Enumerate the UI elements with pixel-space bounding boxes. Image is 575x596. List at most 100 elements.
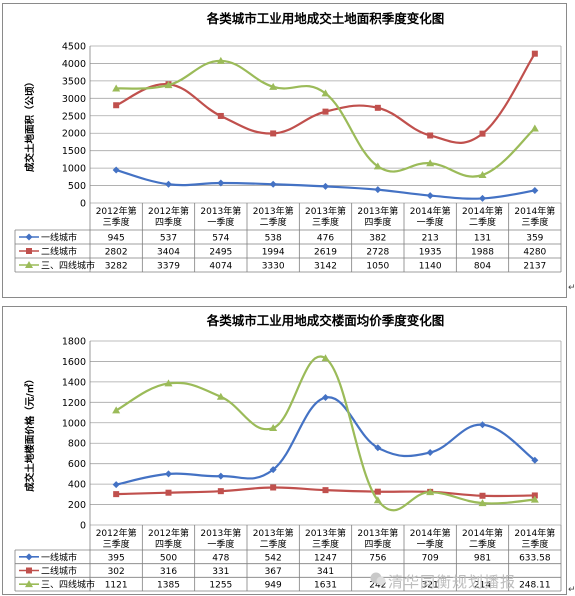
- data-point: [531, 492, 538, 499]
- table-value: 3404: [157, 248, 180, 258]
- table-value: 945: [108, 234, 125, 244]
- category-label: 2013年第: [200, 205, 241, 217]
- table-value: 2619: [314, 248, 337, 258]
- category-label: 2014年第: [410, 527, 451, 539]
- price-chart-panel: 各类城市工业用地成交楼面均价季度变化图 成交土地楼面价格（元/㎡） 0 200 400 6…: [2, 306, 567, 595]
- data-point: [531, 50, 538, 57]
- data-point: [217, 472, 225, 480]
- table-value: 1385: [157, 581, 180, 591]
- table-value: 213: [422, 234, 439, 244]
- table-value: 1935: [419, 248, 442, 258]
- data-point: [165, 489, 172, 496]
- category-label: 2014年第: [514, 527, 555, 539]
- table-value: 500: [160, 553, 177, 563]
- y-axis-label: 成交土地楼面价格（元/㎡）: [24, 374, 36, 491]
- legend-key-marker: [25, 261, 33, 268]
- category-label: 2013年第: [357, 205, 398, 217]
- data-point: [164, 379, 173, 387]
- table-value: 574: [212, 234, 229, 244]
- data-point: [479, 492, 486, 499]
- category-label: 四季度: [155, 216, 182, 228]
- table-value: 1121: [105, 581, 128, 591]
- data-point: [322, 182, 329, 190]
- data-point: [217, 179, 225, 187]
- data-point: [216, 56, 225, 64]
- table-value: 2495: [209, 248, 232, 258]
- data-point: [530, 495, 539, 503]
- data-point: [322, 108, 329, 115]
- category-label: 2014年第: [410, 205, 451, 217]
- table-value: 3282: [105, 262, 128, 272]
- data-point: [112, 84, 121, 92]
- table-value: 478: [212, 553, 229, 563]
- data-point: [373, 496, 382, 504]
- y-tick-label: 1500: [62, 146, 86, 157]
- anchor-mark-2: ↵: [568, 585, 575, 595]
- y-tick-label: 1800: [62, 337, 86, 348]
- legend-key-marker: [26, 567, 32, 574]
- table-value: 2802: [105, 248, 128, 258]
- category-label: 三季度: [312, 538, 339, 550]
- data-point: [374, 488, 381, 495]
- category-label: 2012年第: [148, 205, 189, 217]
- table-value: 542: [265, 553, 282, 563]
- data-point: [374, 186, 382, 194]
- category-label: 2014年第: [462, 527, 503, 539]
- category-label: 三季度: [103, 216, 130, 228]
- category-label: 2013年第: [253, 527, 294, 539]
- table-value: 476: [317, 234, 334, 244]
- area-chart-panel: 各类城市工业用地成交土地面积季度变化图 成交土地面积（公顷） 0 500 1000 150…: [2, 3, 567, 298]
- data-point: [479, 194, 486, 202]
- table-value: 1988: [471, 248, 494, 258]
- data-point: [269, 82, 278, 90]
- y-tick-label: 0: [80, 199, 86, 210]
- table-value: 633.58: [519, 553, 551, 563]
- data-point: [270, 130, 277, 137]
- y-tick-label: 3500: [62, 76, 86, 87]
- data-point: [217, 112, 224, 119]
- table-value: 2728: [366, 248, 389, 258]
- category-label: 2012年第: [96, 527, 137, 539]
- category-label: 四季度: [155, 538, 182, 550]
- data-point: [426, 159, 435, 167]
- category-label: 三季度: [521, 216, 548, 228]
- y-tick-label: 3000: [62, 94, 86, 105]
- category-label: 三季度: [521, 538, 548, 550]
- table-value: 1140: [419, 262, 442, 272]
- data-point: [270, 484, 277, 491]
- table-value: 395: [108, 553, 125, 563]
- data-point: [374, 104, 381, 111]
- series-line: [116, 59, 536, 178]
- y-tick-label: 4500: [62, 42, 86, 53]
- category-label: 一季度: [207, 216, 234, 228]
- chart-title: 各类城市工业用地成交楼面均价季度变化图: [206, 313, 445, 328]
- table-value: 1631: [314, 581, 337, 591]
- table-value: 316: [160, 567, 177, 577]
- y-tick-label: 0: [80, 521, 86, 532]
- category-label: 2013年第: [357, 527, 398, 539]
- y-tick-label: 1600: [62, 357, 86, 368]
- legend-label: 三、四线城市: [41, 579, 95, 591]
- legend-key-marker: [25, 233, 33, 241]
- table-value: 321: [422, 581, 439, 591]
- data-point: [216, 392, 225, 400]
- table-value: 382: [369, 234, 386, 244]
- data-point: [530, 124, 539, 132]
- data-point: [374, 444, 382, 452]
- table-value: 3330: [262, 262, 285, 272]
- data-point: [531, 456, 539, 464]
- category-label: 二季度: [469, 216, 496, 228]
- table-value: 709: [422, 553, 439, 563]
- category-label: 2013年第: [200, 527, 241, 539]
- category-label: 二季度: [260, 216, 287, 228]
- legend-label: 一线城市: [41, 232, 77, 244]
- category-label: 四季度: [364, 538, 391, 550]
- data-point: [478, 499, 487, 507]
- table-value: 1255: [209, 581, 232, 591]
- data-point: [112, 406, 121, 414]
- category-label: 一季度: [417, 216, 444, 228]
- table-value: 131: [474, 234, 491, 244]
- data-point: [373, 162, 382, 170]
